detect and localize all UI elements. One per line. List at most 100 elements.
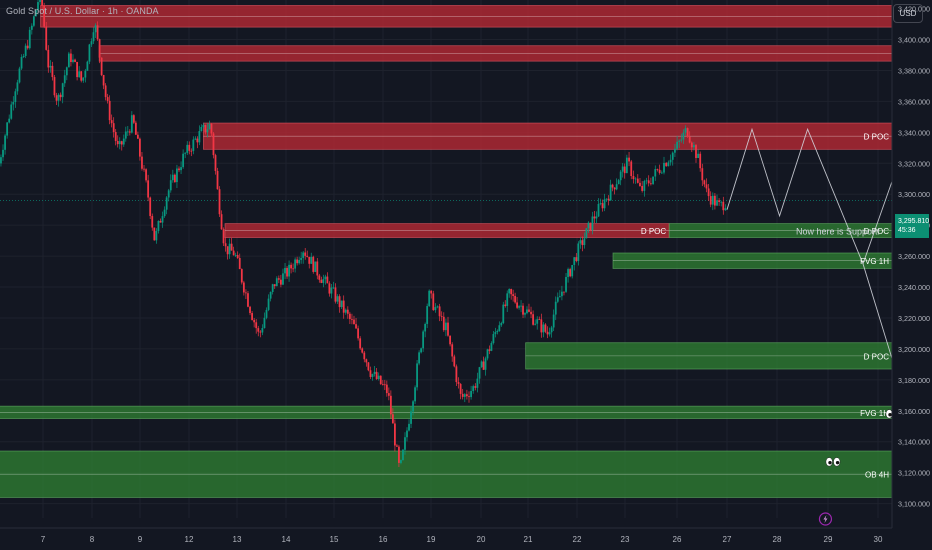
candle-body bbox=[2, 149, 4, 158]
candle-body bbox=[367, 362, 370, 371]
candle-body bbox=[385, 384, 388, 394]
candle-body bbox=[20, 57, 23, 69]
zone-label: D POC bbox=[864, 352, 890, 361]
candle-body bbox=[656, 169, 659, 170]
eye-pupil bbox=[828, 460, 832, 465]
candle-body bbox=[498, 325, 501, 331]
candle-body bbox=[649, 183, 652, 185]
candle-body bbox=[709, 196, 712, 205]
zone-label: FVG 1H bbox=[860, 257, 889, 266]
candle-body bbox=[14, 91, 17, 102]
candle-body bbox=[84, 70, 87, 78]
candle-body bbox=[155, 230, 158, 241]
candles-layer bbox=[0, 0, 727, 468]
candle-body bbox=[338, 296, 341, 308]
candle-body bbox=[416, 363, 418, 388]
candle-body bbox=[526, 309, 528, 314]
price-tick-label: 3,220.000 bbox=[898, 314, 930, 323]
candle-body bbox=[408, 423, 410, 431]
candle-body bbox=[98, 39, 101, 58]
candle-body bbox=[556, 297, 559, 302]
candle-body bbox=[697, 153, 699, 159]
candle-body bbox=[61, 83, 64, 98]
candle-body bbox=[466, 394, 468, 397]
time-tick-label: 21 bbox=[524, 535, 533, 544]
candle-body bbox=[355, 324, 357, 329]
candle-body bbox=[705, 184, 708, 189]
candle-body bbox=[110, 120, 113, 124]
candle-body bbox=[108, 100, 111, 121]
candle-body bbox=[389, 395, 392, 415]
price-axis-bg bbox=[892, 0, 932, 550]
candle-body bbox=[37, 2, 39, 11]
candle-body bbox=[632, 176, 635, 180]
candle-body bbox=[641, 185, 644, 191]
candle-body bbox=[308, 256, 311, 264]
candle-body bbox=[245, 292, 247, 294]
candle-body bbox=[348, 313, 351, 319]
candle-body bbox=[534, 323, 537, 325]
candle-body bbox=[74, 59, 76, 62]
candle-body bbox=[538, 319, 541, 321]
candle-body bbox=[153, 227, 156, 241]
candle-body bbox=[159, 220, 162, 223]
candle-body bbox=[611, 184, 614, 188]
candle-body bbox=[346, 309, 349, 314]
candle-body bbox=[371, 374, 374, 377]
candle-body bbox=[300, 257, 303, 260]
currency-button[interactable]: USD bbox=[893, 4, 923, 23]
candle-body bbox=[488, 349, 491, 351]
price-tick-label: 3,160.000 bbox=[898, 407, 930, 416]
candle-body bbox=[59, 94, 62, 98]
candle-body bbox=[200, 126, 203, 132]
time-tick-label: 29 bbox=[824, 535, 833, 544]
candle-body bbox=[593, 216, 596, 219]
candle-body bbox=[234, 255, 237, 256]
candle-body bbox=[447, 322, 449, 336]
candle-body bbox=[259, 331, 262, 333]
candle-body bbox=[88, 44, 91, 62]
candle-body bbox=[478, 367, 481, 379]
candle-body bbox=[707, 188, 710, 197]
candle-body bbox=[652, 176, 654, 184]
candle-body bbox=[188, 144, 191, 151]
lightning-ring bbox=[818, 512, 833, 526]
candle-body bbox=[218, 189, 221, 215]
zone-label: D POC bbox=[641, 227, 667, 236]
candle-body bbox=[324, 276, 327, 280]
candle-body bbox=[273, 284, 276, 287]
candle-body bbox=[459, 383, 462, 394]
candle-body bbox=[583, 238, 586, 246]
candle-body bbox=[286, 267, 288, 277]
candle-body bbox=[422, 331, 425, 349]
candle-body bbox=[269, 291, 272, 299]
candle-body bbox=[720, 201, 723, 203]
time-tick-label: 9 bbox=[138, 535, 143, 544]
candle-body bbox=[128, 131, 131, 133]
candle-body bbox=[163, 209, 166, 217]
candle-body bbox=[404, 437, 406, 450]
candle-body bbox=[18, 68, 21, 83]
candle-body bbox=[484, 358, 487, 370]
zone-label: D POC bbox=[864, 227, 890, 236]
candle-body bbox=[508, 288, 511, 294]
candle-body bbox=[130, 115, 133, 133]
candle-body bbox=[194, 138, 197, 140]
candle-body bbox=[406, 430, 408, 438]
candle-body bbox=[206, 129, 209, 133]
candle-body bbox=[190, 150, 193, 152]
candle-body bbox=[414, 387, 416, 402]
candle-body bbox=[139, 138, 141, 157]
zone-label: FVG 1H bbox=[860, 409, 889, 418]
time-tick-label: 20 bbox=[477, 535, 486, 544]
candle-body bbox=[623, 166, 626, 174]
candle-body bbox=[420, 348, 423, 353]
time-tick-label: 30 bbox=[874, 535, 883, 544]
candle-body bbox=[474, 386, 477, 388]
candle-body bbox=[6, 122, 9, 136]
candle-body bbox=[365, 359, 368, 363]
candle-body bbox=[375, 371, 378, 380]
candle-body bbox=[76, 61, 79, 78]
